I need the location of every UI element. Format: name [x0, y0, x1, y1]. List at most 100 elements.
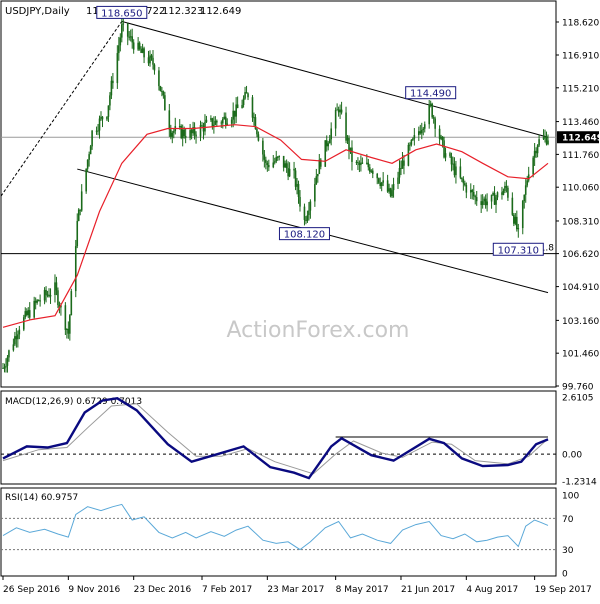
candle-body [69, 315, 71, 334]
candle-body [481, 201, 484, 205]
candle-body [517, 228, 520, 230]
candle-body [152, 57, 154, 65]
candle-body [241, 105, 243, 109]
candle-body [265, 159, 267, 163]
candle-body [64, 305, 67, 330]
candle-body [129, 36, 132, 38]
ohlc-close: 112.649 [200, 6, 241, 17]
x-tick-label-2: 23 Dec 2016 [134, 585, 192, 595]
candle-body [357, 162, 359, 164]
candle-body [233, 110, 236, 117]
candle-body [527, 174, 530, 181]
candle-body [159, 86, 162, 91]
candle-body [143, 48, 145, 58]
candle-body [389, 188, 392, 197]
candle-body [110, 80, 113, 96]
candle-body [536, 145, 539, 154]
candle-body [88, 154, 90, 160]
candle-body [79, 209, 82, 211]
candle-body [495, 197, 497, 205]
candle-body [171, 132, 174, 137]
candle-body [368, 167, 371, 172]
candle-body [345, 112, 347, 141]
candle-body [263, 154, 266, 160]
x-tick-label-8: 19 Sep 2017 [535, 585, 592, 595]
candle-body [131, 36, 133, 43]
candle-body [355, 161, 358, 163]
candle-body [480, 201, 482, 205]
candle-body [8, 350, 10, 358]
candle-body [180, 126, 183, 138]
candle-body [544, 136, 546, 138]
candle-body [109, 95, 111, 106]
candle-body [153, 64, 156, 71]
candle-body [542, 137, 545, 140]
candle-body [459, 166, 462, 178]
candle-body [288, 168, 291, 177]
candle-body [296, 183, 298, 187]
candle-body [112, 80, 114, 84]
candle-body [496, 192, 499, 198]
candle-body [493, 193, 496, 205]
rsi-line [2, 503, 549, 551]
moving-average-line [2, 124, 549, 328]
candle-body [306, 215, 309, 221]
price-tick-label-3: 113.460 [562, 118, 599, 128]
candle-body [284, 163, 286, 168]
candle-body [33, 300, 35, 318]
candle-body [361, 162, 364, 164]
price-tick-label-8: 104.910 [562, 283, 599, 293]
candle-body [547, 140, 549, 145]
candle-body [60, 305, 62, 308]
candle-body [428, 104, 430, 125]
key-point-label-2: 108.120 [284, 230, 325, 241]
candle-body [97, 130, 99, 132]
candle-body [162, 91, 165, 96]
candle-body [346, 138, 349, 141]
price-tick-label-10: 101.460 [562, 350, 599, 360]
candle-body [254, 117, 257, 130]
candle-body [247, 93, 249, 98]
candle-body [276, 156, 279, 158]
candle-body [297, 183, 300, 197]
candle-body [150, 55, 153, 58]
candle-body [462, 179, 465, 184]
candle-body [210, 118, 212, 120]
candle-body [501, 192, 503, 195]
candle-body [25, 311, 28, 316]
candle-body [253, 117, 255, 119]
candle-body [400, 168, 402, 170]
candle-body [273, 161, 276, 163]
candle-body [54, 282, 56, 295]
candle-body [453, 163, 456, 176]
candle-body [465, 185, 468, 193]
candle-body [413, 135, 416, 139]
candle-body [132, 42, 135, 50]
candle-body [91, 130, 93, 147]
candle-body [376, 173, 379, 179]
candle-body [22, 317, 25, 330]
candle-body [521, 200, 524, 229]
candle-body [471, 190, 474, 192]
candle-body [95, 130, 98, 132]
candle-body [516, 216, 518, 230]
candle-body [106, 116, 108, 120]
candle-body [230, 119, 233, 124]
candle-body [118, 45, 120, 54]
candle-body [358, 162, 361, 166]
candle-body [86, 159, 89, 169]
candle-body [526, 180, 529, 186]
candles [2, 16, 549, 373]
candle-body [221, 118, 224, 124]
candle-body [116, 53, 119, 84]
candle-body [172, 131, 175, 133]
candle-body [434, 118, 436, 129]
candle-body [57, 290, 59, 306]
candle-body [461, 177, 463, 180]
price-tick-label-1: 116.910 [562, 51, 599, 61]
macd-label: MACD(12,26,9) 0.6729 0.7013 [5, 397, 142, 407]
candle-body [422, 128, 425, 130]
candle-body [216, 120, 218, 123]
current-price-tag [557, 131, 599, 144]
